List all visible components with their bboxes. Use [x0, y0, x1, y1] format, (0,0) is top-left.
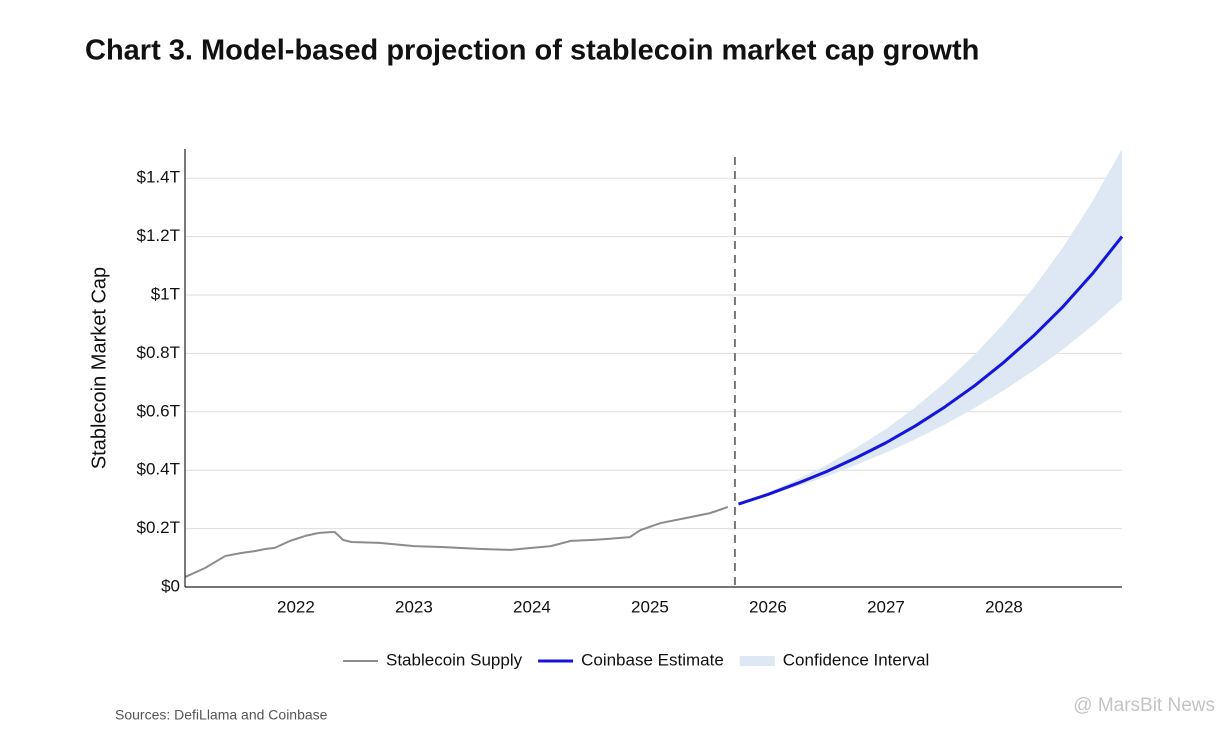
legend-label: Coinbase Estimate: [581, 650, 724, 669]
y-tick-label: $0.4T: [137, 460, 180, 479]
y-tick-label: $0.6T: [137, 401, 180, 420]
y-tick-label: $1.4T: [137, 168, 180, 187]
series-line: [184, 506, 729, 578]
x-tick-label: 2023: [395, 597, 433, 616]
legend-label: Stablecoin Supply: [386, 650, 523, 669]
x-tick-label: 2025: [631, 597, 669, 616]
x-tick-label: 2026: [749, 597, 787, 616]
x-tick-label: 2027: [867, 597, 905, 616]
chart-title: Chart 3. Model-based projection of stabl…: [85, 35, 979, 67]
y-tick-label: $0.8T: [137, 343, 180, 362]
y-tick-label: $1T: [151, 284, 180, 303]
x-tick-label: 2022: [277, 597, 315, 616]
source-note: Sources: DefiLlama and Coinbase: [115, 707, 328, 723]
y-tick-label: $1.2T: [137, 226, 180, 245]
y-axis-label: Stablecoin Market Cap: [88, 267, 110, 469]
legend-swatch: [739, 656, 775, 666]
y-tick-label: $0.2T: [137, 518, 180, 537]
watermark: @ MarsBit News: [1073, 695, 1215, 716]
series-line: [738, 235, 1124, 506]
y-tick-label: $0: [161, 576, 180, 595]
x-tick-label: 2024: [513, 597, 551, 616]
x-tick-label: 2028: [985, 597, 1023, 616]
legend-label: Confidence Interval: [783, 650, 929, 669]
confidence-band: [738, 149, 1122, 505]
